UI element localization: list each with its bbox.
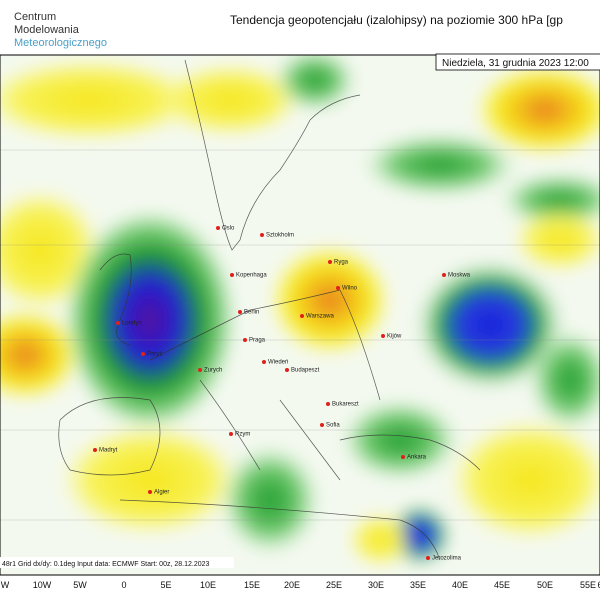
city-label: Sofia <box>326 423 340 429</box>
longitude-label: 45E <box>494 580 510 590</box>
city-label: Paryż <box>147 352 162 358</box>
longitude-label: 40E <box>452 580 468 590</box>
city-label: Madryt <box>99 448 118 454</box>
longitude-label: 20E <box>284 580 300 590</box>
footer-box <box>0 557 234 568</box>
city-label: Sztokholm <box>266 233 294 239</box>
title: Tendencja geopotencjału (izalohipsy) na … <box>230 13 563 27</box>
date: Niedziela, 31 grudnia 2023 12:00 <box>442 58 589 69</box>
longitude-label: 6 <box>597 580 600 590</box>
longitude-label: W <box>1 580 10 590</box>
city-label: Kijów <box>387 334 402 340</box>
city-dot <box>93 448 97 452</box>
city-layer: Oslo Sztokholm Ryga Kopenhaga Moskwa Wilno Ber… <box>93 226 471 562</box>
longitude-label: 35E <box>410 580 426 590</box>
city-dot <box>262 360 266 364</box>
city-label: Kopenhaga <box>236 273 267 279</box>
city-dot <box>198 368 202 372</box>
city-dot <box>148 490 152 494</box>
logo-line: Meteorologicznego <box>14 37 107 49</box>
longitude-label: 30E <box>368 580 384 590</box>
longitude-label: 0 <box>121 580 126 590</box>
city-label: Rzym <box>235 432 250 438</box>
city-dot <box>116 321 120 325</box>
city-label: Jerozolima <box>432 556 462 562</box>
city-label: Oslo <box>222 226 235 232</box>
city-label: Londyn <box>122 321 142 327</box>
city-dot <box>141 352 145 356</box>
city-dot <box>229 432 233 436</box>
city-label: Wiedeń <box>268 360 288 366</box>
city-dot <box>260 233 264 237</box>
city-label: Ankara <box>407 455 427 461</box>
city-label: Algier <box>154 490 169 496</box>
city-label: Budapeszt <box>291 368 320 374</box>
city-dot <box>300 314 304 318</box>
logo-line: Centrum <box>14 11 56 23</box>
longitude-label: 10E <box>200 580 216 590</box>
city-dot <box>285 368 289 372</box>
longitude-label: 55E <box>580 580 596 590</box>
longitude-label: 5E <box>160 580 171 590</box>
city-dot <box>243 338 247 342</box>
city-dot <box>320 423 324 427</box>
logo: Centrum Modelowania Meteorologicznego <box>14 11 107 49</box>
footer: 48r1 Grid dx/dy: 0.1deg Input data: ECMW… <box>2 561 209 568</box>
city-dot <box>336 286 340 290</box>
city-label: Bukareszt <box>332 402 359 408</box>
date-box <box>435 53 600 71</box>
city-dot <box>401 455 405 459</box>
city-label: Berlin <box>244 310 259 316</box>
city-dot <box>328 260 332 264</box>
longitude-label: 10W <box>33 580 52 590</box>
city-dot <box>238 310 242 314</box>
longitude-label: 15E <box>244 580 260 590</box>
city-dot <box>326 402 330 406</box>
map-frame <box>0 54 600 576</box>
city-label: Moskwa <box>448 273 471 279</box>
longitude-label: 50E <box>537 580 553 590</box>
city-dot <box>381 334 385 338</box>
city-label: Wilno <box>342 286 358 292</box>
map-field: Oslo Sztokholm Ryga Kopenhaga Moskwa Wilno Ber… <box>0 55 600 575</box>
longitude-axis: W 10W 5W 0 5E 10E 15E 20E 25E 30E 35E 40E 45E 50E 55E6 <box>1 580 600 590</box>
longitude-label: 5W <box>73 580 87 590</box>
logo-line: Modelowania <box>14 24 80 36</box>
city-dot <box>442 273 446 277</box>
city-label: Zurych <box>204 368 222 374</box>
city-label: Ryga <box>334 260 349 266</box>
city-dot <box>230 273 234 277</box>
city-label: Warszawa <box>306 314 334 320</box>
longitude-label: 25E <box>326 580 342 590</box>
city-dot <box>216 226 220 230</box>
city-label: Praga <box>249 338 266 344</box>
city-dot <box>426 556 430 560</box>
